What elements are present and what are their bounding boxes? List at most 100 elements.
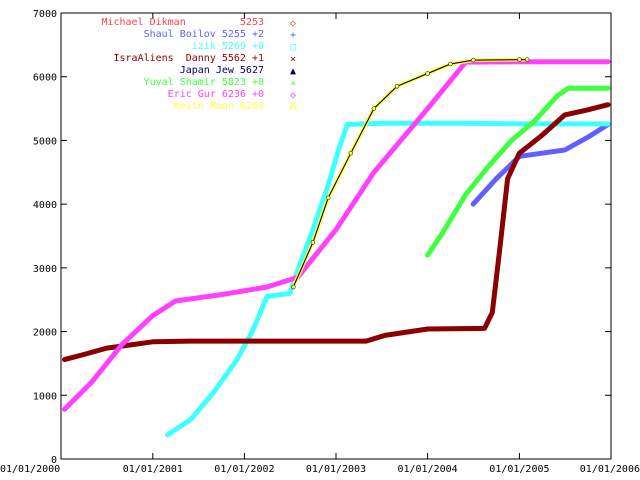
x-tick-label: 01/01/2001 bbox=[123, 464, 183, 475]
series-layer bbox=[62, 57, 611, 438]
data-point bbox=[394, 84, 400, 89]
data-point bbox=[517, 150, 522, 156]
data-point bbox=[539, 150, 545, 156]
series-2 bbox=[165, 120, 611, 438]
y-tick-label: 4000 bbox=[33, 200, 57, 211]
data-point bbox=[486, 163, 492, 169]
data-point bbox=[62, 357, 67, 362]
y-tick-label: 2000 bbox=[33, 328, 57, 339]
y-tick-label: 1000 bbox=[33, 391, 57, 402]
data-point bbox=[382, 333, 388, 338]
data-point bbox=[585, 107, 591, 113]
data-point bbox=[555, 59, 560, 64]
legend-marker: ▲ bbox=[290, 66, 296, 77]
data-point bbox=[509, 138, 514, 143]
data-point bbox=[605, 102, 611, 107]
data-point bbox=[379, 120, 384, 126]
y-tick-label: 7000 bbox=[33, 9, 57, 20]
legend-label: Shaul Boilov 5255 +2 bbox=[144, 29, 264, 40]
data-point bbox=[470, 201, 476, 207]
data-point bbox=[371, 106, 377, 111]
data-point bbox=[310, 227, 316, 232]
data-point bbox=[165, 432, 170, 438]
data-point bbox=[555, 93, 560, 99]
series-7 bbox=[291, 57, 530, 290]
data-point bbox=[89, 380, 94, 385]
data-point bbox=[371, 170, 377, 175]
data-point bbox=[494, 176, 499, 181]
data-point bbox=[81, 352, 87, 357]
legend-marker: ✳ bbox=[290, 78, 296, 89]
series-6 bbox=[62, 59, 611, 412]
data-point bbox=[333, 227, 339, 232]
data-point bbox=[531, 119, 537, 124]
data-point bbox=[490, 310, 495, 315]
legend-label: Japan Jew 5627 bbox=[180, 65, 264, 76]
series-5 bbox=[425, 85, 611, 258]
data-point bbox=[62, 407, 67, 412]
x-tick-label: 01/01/2004 bbox=[397, 464, 457, 475]
y-tick-label: 5000 bbox=[33, 136, 57, 147]
data-point bbox=[280, 338, 285, 344]
series-3 bbox=[62, 102, 611, 363]
data-point bbox=[539, 133, 545, 138]
y-axis: 0 1000 2000 3000 4000 5000 6000 7000 bbox=[33, 9, 611, 466]
data-point bbox=[188, 417, 193, 422]
data-point bbox=[463, 192, 468, 197]
data-point bbox=[425, 252, 430, 258]
data-point bbox=[345, 122, 350, 127]
data-point bbox=[605, 85, 611, 91]
data-point bbox=[249, 329, 255, 334]
data-point bbox=[482, 326, 487, 331]
data-point bbox=[127, 342, 132, 348]
data-point bbox=[325, 195, 331, 201]
data-point bbox=[219, 292, 224, 297]
x-tick-label: 01/01/2002 bbox=[214, 464, 274, 475]
data-point bbox=[287, 291, 293, 296]
y-tick-label: 3000 bbox=[33, 264, 57, 275]
x-tick-label: 01/01/2006 bbox=[580, 464, 640, 475]
data-point bbox=[425, 71, 430, 76]
series-line bbox=[291, 57, 528, 288]
data-point bbox=[517, 121, 522, 127]
data-point bbox=[325, 182, 331, 188]
data-point bbox=[440, 230, 445, 236]
data-point bbox=[497, 246, 503, 251]
series-line bbox=[62, 59, 611, 412]
legend-label: Eric Gur 6236 +0 bbox=[168, 89, 264, 100]
legend-marker: + bbox=[290, 30, 296, 41]
legend-marker: ◇ bbox=[290, 18, 296, 29]
data-point bbox=[150, 339, 156, 345]
data-point bbox=[562, 147, 568, 153]
x-tick-label: 01/01/2005 bbox=[489, 464, 549, 475]
data-point bbox=[605, 121, 611, 127]
legend-label: Michael Dikman 5253 bbox=[101, 17, 264, 28]
series-line-outline bbox=[292, 58, 528, 288]
data-point bbox=[363, 338, 369, 344]
legend-label: Keith Moon 6269 bbox=[174, 101, 264, 112]
data-point bbox=[605, 59, 611, 64]
data-point bbox=[264, 294, 270, 299]
x-axis: 01/01/2000 01/01/2001 01/01/2002 01/01/2003… bbox=[0, 13, 640, 475]
legend-label: izik 5269 +0 bbox=[192, 41, 264, 52]
series-line-core bbox=[292, 59, 528, 288]
data-point bbox=[348, 150, 354, 156]
legend: Michael Dikman 5253 ◇ Shaul Boilov 5255 +2… bbox=[101, 17, 298, 113]
data-point bbox=[562, 112, 568, 118]
data-point bbox=[463, 120, 468, 126]
data-point bbox=[566, 85, 571, 91]
data-point bbox=[505, 176, 510, 181]
data-point bbox=[425, 106, 430, 111]
y-tick-label: 0 bbox=[51, 455, 57, 466]
legend-marker: ◇ bbox=[290, 90, 296, 101]
data-point bbox=[425, 326, 430, 332]
data-point bbox=[517, 57, 522, 62]
x-tick-label: 01/01/2000 bbox=[0, 464, 60, 475]
legend-marker: □ bbox=[290, 42, 296, 53]
data-point bbox=[188, 338, 193, 344]
data-point bbox=[585, 134, 591, 140]
data-point bbox=[150, 313, 156, 318]
x-tick-label: 01/01/2003 bbox=[306, 464, 366, 475]
data-point bbox=[310, 240, 316, 245]
